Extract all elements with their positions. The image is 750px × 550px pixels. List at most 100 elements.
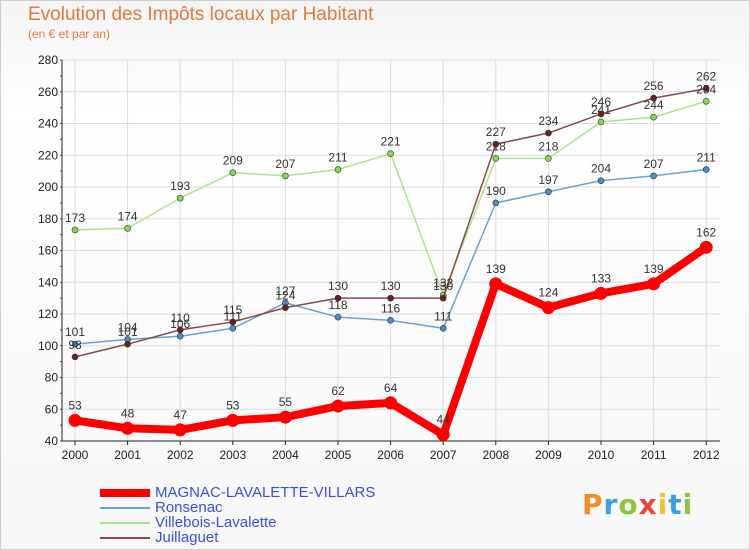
y-tick-label: 200 [38,180,58,194]
data-point [282,172,289,180]
data-label: 98 [68,338,82,352]
data-label: 127 [275,284,295,298]
data-point [492,199,500,207]
data-point [492,155,500,162]
data-point [384,396,398,410]
data-label: 234 [538,114,558,128]
data-label: 53 [226,398,240,412]
y-tick-label: 60 [45,402,59,416]
data-point [121,421,135,435]
data-label: 174 [118,209,138,223]
data-point [439,294,447,302]
data-label: 209 [223,154,243,168]
data-label: 207 [644,157,664,171]
y-tick-label: 120 [38,307,58,321]
proxiti-logo: Proxiti [582,488,694,521]
data-point [71,340,79,348]
data-label: 254 [696,82,716,96]
data-point [176,332,184,340]
data-label: 256 [644,79,664,93]
data-label: 197 [538,173,558,187]
y-tick-label: 80 [45,371,59,385]
data-point [545,155,552,162]
y-tick-label: 280 [38,53,58,67]
x-tick-label: 2009 [535,448,562,462]
data-label: 101 [65,325,85,339]
data-point [541,301,555,315]
chart-title: Evolution des Impôts locaux par Habitant [28,4,374,25]
data-label: 211 [328,151,347,165]
data-label: 244 [644,98,664,112]
data-label: 221 [381,135,401,149]
data-point [436,428,450,442]
data-label: 262 [696,70,716,84]
data-point [439,324,447,332]
data-point [334,313,342,321]
data-point [387,317,394,324]
x-tick-label: 2010 [588,448,615,462]
data-label: 227 [486,125,506,139]
legend-label-villebois: Villebois-Lavalette [155,514,277,531]
y-tick-label: 160 [38,244,58,258]
data-point [489,277,503,291]
data-label: 190 [486,184,506,198]
x-tick-label: 2006 [377,448,404,462]
x-tick-label: 2011 [641,448,667,462]
data-label: 124 [538,286,558,300]
data-label: 139 [486,262,506,276]
data-point [387,294,394,302]
legend-label-ronsenac: Ronsenac [155,499,223,516]
x-tick-label: 2001 [114,448,141,462]
data-label: 111 [434,309,453,323]
data-point [282,304,289,311]
data-point [702,166,710,173]
y-tick-label: 40 [45,434,59,448]
legend-label-juillaguet: Juillaguet [155,529,219,546]
data-label: 110 [171,311,190,325]
data-label: 111 [224,309,243,323]
x-tick-label: 2000 [62,448,89,462]
data-point [229,318,237,326]
data-point [492,140,500,148]
data-label: 47 [174,408,188,422]
data-label: 55 [279,395,293,409]
chart-subtitle: (en € et par an) [28,27,111,41]
data-label: 64 [384,381,398,395]
data-label: 133 [591,271,611,285]
data-point [650,113,657,121]
data-point [176,194,184,202]
data-point [334,294,342,302]
data-label: 241 [591,103,611,117]
data-point [71,353,79,361]
data-label: 207 [275,157,295,171]
data-label: 204 [591,162,611,176]
data-point [124,340,131,348]
y-tick-label: 220 [38,148,58,162]
legend-label-magnac: MAGNAC-LAVALETTE-VILLARS [155,484,376,501]
data-label: 124 [275,289,295,303]
x-tick-label: 2012 [693,448,720,462]
x-tick-label: 2004 [272,448,299,462]
data-point [702,85,710,92]
data-label: 218 [486,139,506,153]
data-point [226,413,240,427]
data-point [173,423,187,437]
data-point [229,324,237,332]
data-label: 104 [118,320,138,334]
data-point [176,326,184,334]
data-label: 106 [170,317,190,331]
data-label: 139 [644,262,664,276]
x-tick-label: 2005 [325,448,352,462]
data-label: 53 [68,398,82,412]
data-label: 246 [591,95,611,109]
data-label: 193 [170,179,190,193]
y-tick-label: 180 [38,212,58,226]
data-label: 211 [697,151,716,165]
data-label: 162 [696,225,716,239]
data-label: 130 [328,279,348,293]
data-label: 116 [381,301,400,315]
data-point [331,399,345,413]
data-label: 132 [433,276,453,290]
data-label: 101 [118,325,138,339]
data-point [545,129,552,137]
